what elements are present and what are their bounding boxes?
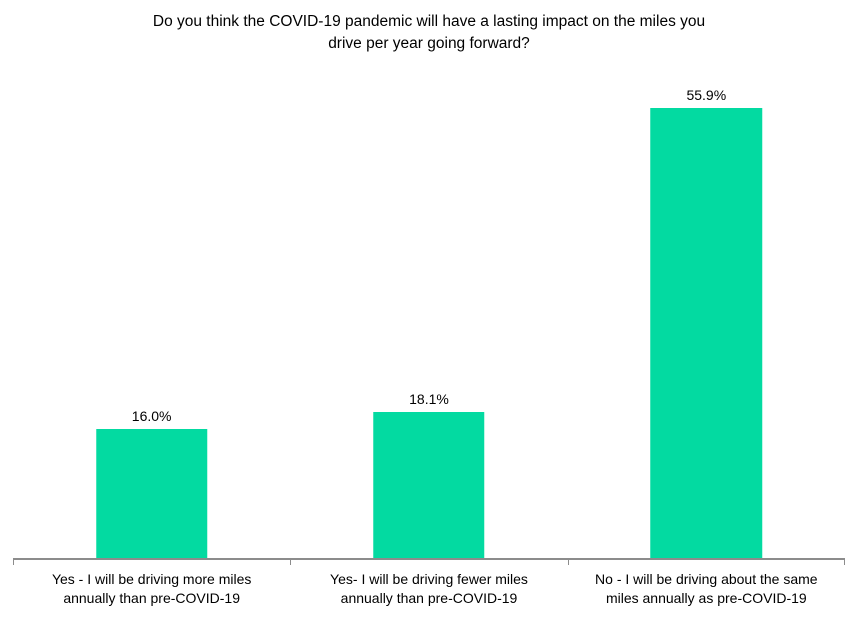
bar-value-label: 55.9% (686, 87, 727, 104)
category-label-line: annually than pre-COVID-19 (340, 590, 518, 606)
chart-title-line: drive per year going forward? (328, 35, 530, 52)
axis-tick (290, 558, 292, 565)
bar-category: 18.1% (290, 75, 567, 558)
category-label-line: Yes- I will be driving fewer miles (330, 571, 528, 587)
axis-tick (844, 558, 845, 565)
x-axis-line (13, 558, 845, 560)
bar (95, 429, 208, 558)
category-label-line: miles annually as pre-COVID-19 (605, 590, 807, 606)
plot-area: 16.0% 18.1% 55.9% (13, 75, 845, 565)
category-label: Yes- I will be driving fewer miles annual… (290, 570, 567, 608)
chart-title-line: Do you think the COVID-19 pandemic will … (152, 13, 706, 30)
bar-value-label: 16.0% (131, 408, 172, 425)
x-axis-labels: Yes - I will be driving more miles annual… (13, 570, 845, 608)
category-label-line: annually than pre-COVID-19 (63, 590, 240, 606)
category-label-line: No - I will be driving about the same (595, 571, 818, 587)
category-label: Yes - I will be driving more miles annual… (13, 570, 290, 608)
bar-category: 55.9% (568, 75, 845, 558)
bars-container: 16.0% 18.1% 55.9% (13, 75, 845, 558)
bar-value-label: 18.1% (409, 391, 449, 408)
axis-tick (13, 558, 14, 565)
bar-category: 16.0% (13, 75, 290, 558)
bar (373, 412, 485, 558)
chart-title: Do you think the COVID-19 pandemic will … (69, 11, 789, 55)
category-label: No - I will be driving about the same mil… (568, 570, 845, 608)
category-label-line: Yes - I will be driving more miles (51, 571, 252, 587)
bar (650, 108, 763, 558)
axis-tick (567, 558, 569, 565)
